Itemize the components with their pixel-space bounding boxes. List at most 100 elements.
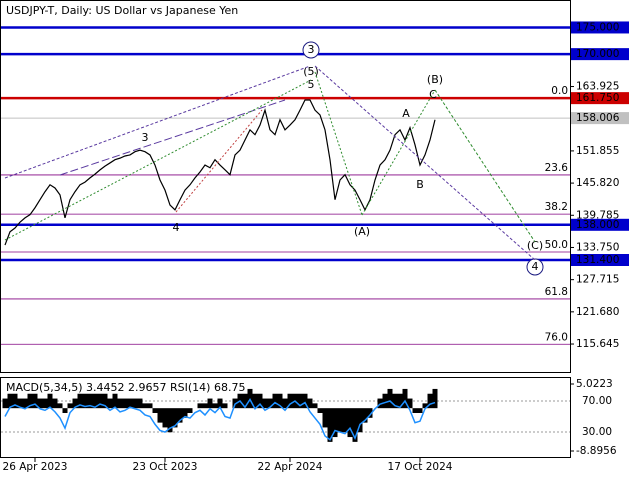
macd-bar [187,408,193,413]
y-tick-label: 127.715 [576,274,619,286]
macd-bar [62,408,68,413]
macd-bar [267,398,273,409]
macd-bar [352,408,358,442]
wave-circle [526,258,544,276]
macd-bar [82,393,88,409]
fib-label: 23.6 [545,162,569,174]
macd-bar [217,398,223,409]
level-label: 158.006 [576,112,620,124]
macd-bar [37,398,43,409]
level-label: 131.400 [576,254,619,266]
macd-bar [147,403,153,409]
macd-bar [412,408,418,413]
macd-bar [112,393,118,409]
macd-bar [222,403,228,409]
macd-bar [327,408,333,442]
y-tick-label: 151.855 [576,145,619,157]
macd-bar [122,398,128,409]
macd-bar [317,408,323,413]
x-tick-label: 22 Apr 2024 [258,461,323,473]
macd-bar [132,398,138,409]
level-label-box [571,254,629,266]
macd-bar [302,393,308,409]
wave-line [361,89,436,216]
macd-bar [102,393,108,409]
fib-label: 38.2 [545,201,568,213]
level-label-box [571,218,629,231]
y-tick-label: 121.680 [576,306,619,318]
macd-bar [67,403,73,409]
wave-line [314,65,536,261]
macd-bar [427,393,433,409]
macd-bar [407,398,413,409]
x-tick-label: 17 Oct 2024 [388,461,453,473]
macd-bar [277,393,283,409]
macd-bar [172,408,178,428]
wave-line [314,71,363,216]
macd-bar [392,393,398,409]
macd-bar [207,398,213,409]
macd-bar [202,403,208,409]
macd-bar [52,398,58,409]
level-label: 170.000 [576,48,619,60]
macd-bar [337,408,343,433]
macd-bar [107,398,113,409]
macd-bar [92,393,98,409]
y-tick-label: 139.785 [576,209,619,221]
macd-bar [297,393,303,409]
macd-bar [152,408,158,413]
macd-bar [12,393,18,409]
macd-bar [167,408,173,433]
wave-line [4,79,312,241]
wave-label: 5 [308,78,315,91]
macd-bar [367,408,373,418]
wave-label: 4 [532,260,539,273]
macd-bar [282,398,288,409]
macd-bar [387,388,393,409]
macd-bar [22,398,28,409]
fib-label: 0.0 [551,85,568,97]
wave-label: A [402,107,410,120]
price-line [4,99,436,246]
rsi-line [4,397,436,441]
wave-line [434,89,536,243]
y-tick-label: -8.8956 [576,445,617,457]
macd-bar [322,408,328,428]
macd-bar [272,393,278,409]
macd-bar [137,398,143,409]
wave-label: B [416,178,424,191]
macd-bar [72,398,78,409]
macd-bar [2,398,8,409]
wave-label: C [429,88,437,101]
macd-bar [402,388,408,409]
wave-label: 3 [308,43,315,56]
wave-circle [302,41,320,59]
macd-bar [362,408,368,423]
wave-label: 3 [142,131,149,144]
macd-bar [197,403,203,409]
macd-bar [252,393,258,409]
wave-label: 4 [173,221,180,234]
channel-line [59,99,286,176]
fib-label: 76.0 [545,331,568,343]
wave-label: (A) [354,225,370,238]
macd-bar [177,408,183,423]
macd-bar [242,393,248,409]
fib-label: 50.0 [545,239,568,251]
y2-tick-label: 70.00 [582,395,612,407]
wave-label: (5) [303,65,319,78]
y-tick-label: 145.820 [576,177,619,189]
macd-bar [347,408,353,438]
macd-bar [47,393,53,409]
indicator-title: MACD(5,34,5) 3.4452 2.9657 RSI(14) 68.75 [6,381,245,394]
y-tick-label: 5.0223 [576,378,613,390]
macd-bar [87,393,93,409]
level-label-box [571,48,629,61]
level-label-box [571,92,629,105]
macd-bar [212,403,218,409]
level-label: 138.000 [576,219,619,231]
macd-bar [162,408,168,428]
main-frame [0,0,571,373]
level-label: 161.750 [576,92,619,104]
